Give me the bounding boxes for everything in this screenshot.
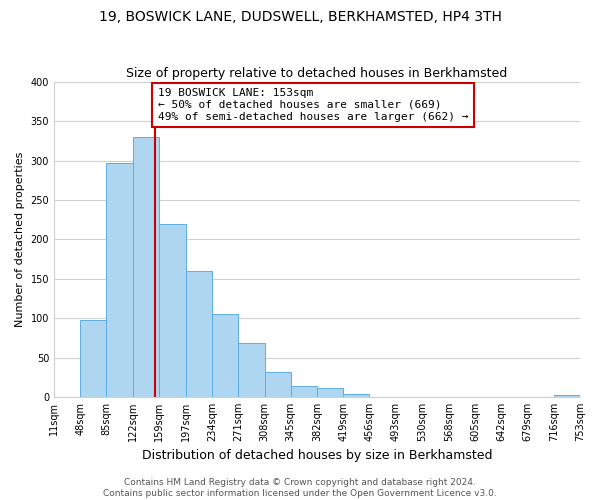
Y-axis label: Number of detached properties: Number of detached properties — [15, 152, 25, 327]
Bar — [106, 163, 133, 397]
Title: Size of property relative to detached houses in Berkhamsted: Size of property relative to detached ho… — [127, 66, 508, 80]
Bar — [212, 314, 238, 397]
Bar — [80, 320, 106, 397]
Bar — [186, 271, 212, 397]
Bar — [291, 386, 317, 397]
Bar — [133, 137, 159, 397]
Bar — [554, 396, 580, 397]
Text: 19, BOSWICK LANE, DUDSWELL, BERKHAMSTED, HP4 3TH: 19, BOSWICK LANE, DUDSWELL, BERKHAMSTED,… — [98, 10, 502, 24]
Bar — [317, 388, 343, 397]
X-axis label: Distribution of detached houses by size in Berkhamsted: Distribution of detached houses by size … — [142, 450, 492, 462]
Bar — [343, 394, 370, 397]
Bar — [159, 224, 186, 397]
Text: Contains HM Land Registry data © Crown copyright and database right 2024.
Contai: Contains HM Land Registry data © Crown c… — [103, 478, 497, 498]
Text: 19 BOSWICK LANE: 153sqm
← 50% of detached houses are smaller (669)
49% of semi-d: 19 BOSWICK LANE: 153sqm ← 50% of detache… — [158, 88, 468, 122]
Bar — [265, 372, 291, 397]
Bar — [238, 344, 265, 397]
